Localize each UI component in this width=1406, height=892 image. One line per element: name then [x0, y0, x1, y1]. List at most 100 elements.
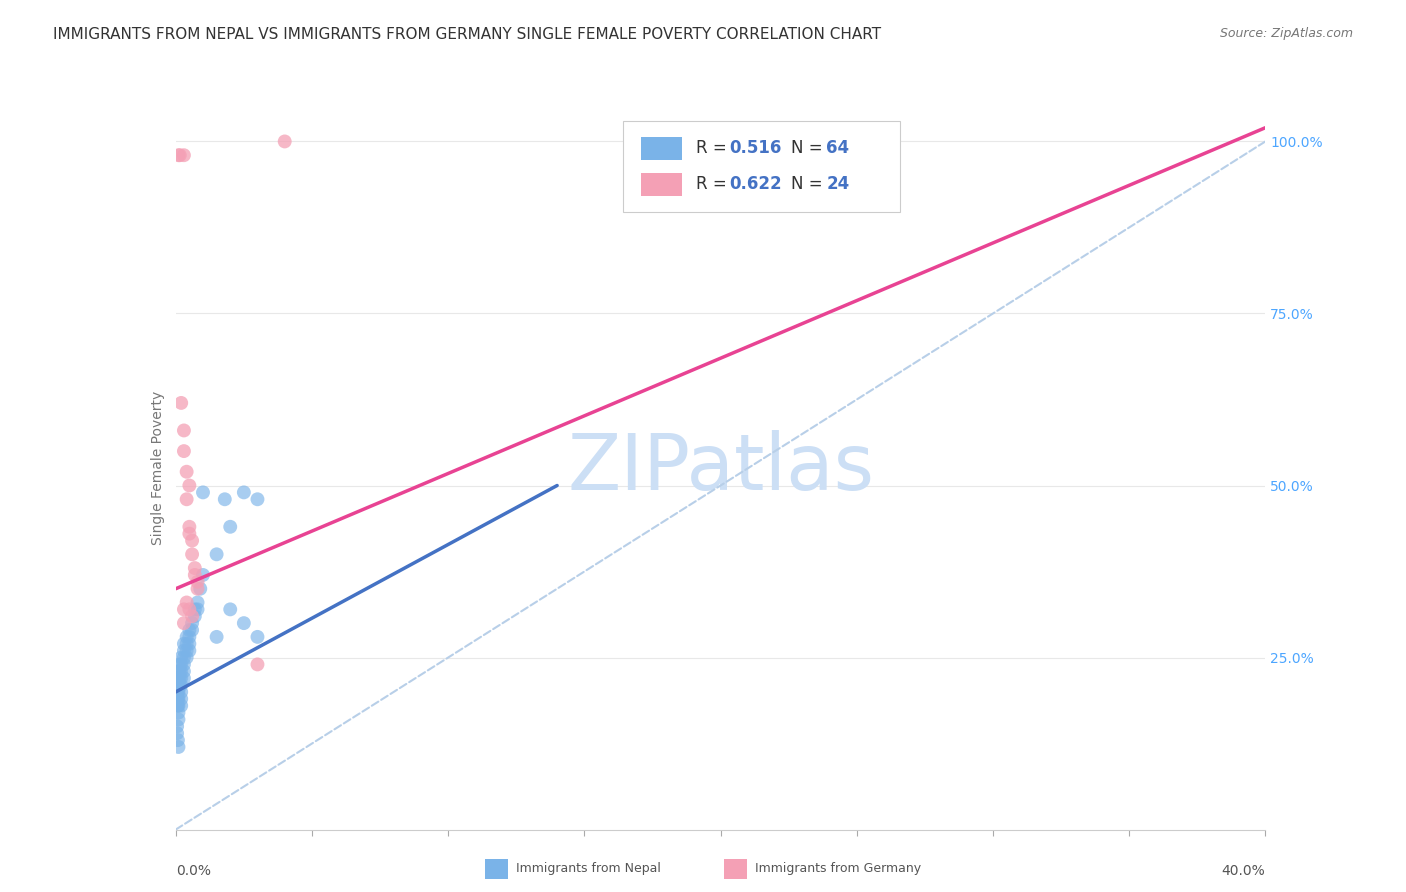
Point: [232, 485, 254, 500]
Text: 0.0%: 0.0%: [176, 864, 211, 879]
Point: [166, 726, 188, 740]
Point: [167, 698, 190, 713]
Point: [173, 671, 195, 685]
Point: [170, 685, 193, 699]
Point: [167, 698, 190, 713]
Text: ZIPatlas: ZIPatlas: [567, 430, 875, 507]
Point: [179, 623, 201, 637]
Point: [167, 678, 190, 692]
Point: [169, 671, 191, 685]
Point: [246, 492, 269, 507]
Point: [173, 637, 195, 651]
Point: [169, 657, 191, 672]
Text: 0.622: 0.622: [730, 176, 782, 194]
Point: [184, 568, 207, 582]
Point: [166, 678, 188, 692]
Point: [170, 396, 193, 410]
Point: [205, 547, 228, 561]
Text: Source: ZipAtlas.com: Source: ZipAtlas.com: [1219, 27, 1353, 40]
Text: R =: R =: [696, 176, 731, 194]
Point: [173, 657, 195, 672]
Point: [214, 492, 236, 507]
Point: [184, 609, 207, 624]
Point: [167, 665, 190, 679]
Text: 0.516: 0.516: [730, 139, 782, 157]
Point: [169, 665, 191, 679]
Point: [179, 478, 201, 492]
Point: [173, 650, 195, 665]
Point: [179, 643, 201, 657]
Point: [176, 630, 198, 644]
FancyBboxPatch shape: [641, 136, 682, 160]
Point: [173, 424, 195, 438]
Point: [167, 671, 190, 685]
Point: [169, 148, 191, 162]
Point: [173, 616, 195, 631]
Point: [167, 691, 190, 706]
Point: [173, 444, 195, 458]
Point: [166, 719, 188, 733]
Point: [166, 685, 188, 699]
Point: [170, 678, 193, 692]
FancyBboxPatch shape: [623, 121, 900, 211]
Point: [169, 678, 191, 692]
Point: [167, 685, 190, 699]
Point: [167, 148, 190, 162]
Point: [176, 492, 198, 507]
Point: [191, 485, 214, 500]
Point: [170, 665, 193, 679]
Point: [167, 706, 190, 720]
Point: [176, 643, 198, 657]
Point: [186, 582, 209, 596]
Point: [181, 533, 204, 548]
Point: [186, 574, 209, 589]
Point: [246, 630, 269, 644]
Point: [173, 602, 195, 616]
Point: [205, 630, 228, 644]
Point: [167, 739, 190, 754]
Text: N =: N =: [792, 176, 828, 194]
Point: [188, 582, 211, 596]
Point: [170, 657, 193, 672]
Text: Immigrants from Germany: Immigrants from Germany: [755, 863, 921, 875]
Point: [186, 595, 209, 609]
Point: [167, 691, 190, 706]
Point: [179, 637, 201, 651]
Point: [170, 650, 193, 665]
Text: Immigrants from Nepal: Immigrants from Nepal: [516, 863, 661, 875]
Point: [166, 691, 188, 706]
Point: [170, 698, 193, 713]
Point: [184, 602, 207, 616]
Point: [176, 595, 198, 609]
Point: [219, 602, 242, 616]
FancyBboxPatch shape: [641, 173, 682, 196]
Point: [179, 520, 201, 534]
Y-axis label: Single Female Poverty: Single Female Poverty: [150, 392, 165, 545]
Point: [173, 665, 195, 679]
Point: [176, 650, 198, 665]
Point: [173, 148, 195, 162]
Point: [179, 602, 201, 616]
Point: [191, 568, 214, 582]
Point: [176, 465, 198, 479]
Text: 24: 24: [827, 176, 849, 194]
Point: [179, 630, 201, 644]
Point: [181, 623, 204, 637]
Point: [173, 643, 195, 657]
Text: 40.0%: 40.0%: [1222, 864, 1265, 879]
Text: N =: N =: [792, 139, 828, 157]
Point: [186, 602, 209, 616]
Point: [181, 609, 204, 624]
Point: [219, 520, 242, 534]
Point: [176, 637, 198, 651]
Point: [167, 671, 190, 685]
Point: [170, 671, 193, 685]
Point: [184, 561, 207, 575]
Point: [167, 685, 190, 699]
Point: [167, 713, 190, 727]
Point: [181, 616, 204, 631]
Text: IMMIGRANTS FROM NEPAL VS IMMIGRANTS FROM GERMANY SINGLE FEMALE POVERTY CORRELATI: IMMIGRANTS FROM NEPAL VS IMMIGRANTS FROM…: [53, 27, 882, 42]
Text: R =: R =: [696, 139, 731, 157]
Point: [179, 526, 201, 541]
Point: [274, 135, 297, 149]
